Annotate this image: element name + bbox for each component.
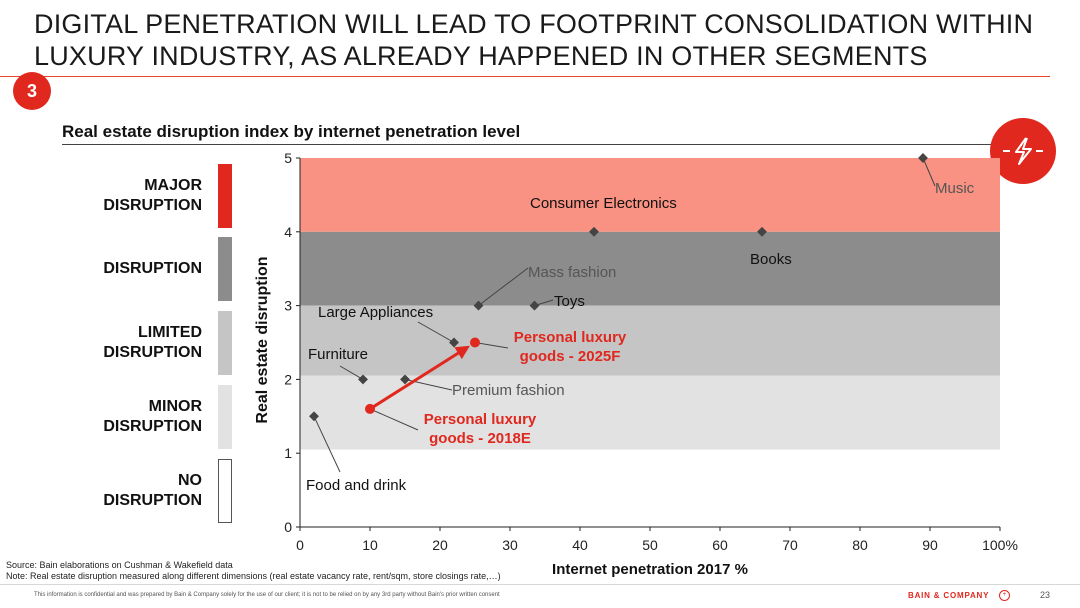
data-label: Premium fashion — [452, 382, 565, 399]
page-title: DIGITAL PENETRATION WILL LEAD TO FOOTPRI… — [34, 9, 1034, 71]
highlight-label-line: goods - 2025F — [520, 348, 621, 365]
x-tick-label: 10 — [362, 537, 378, 553]
disruption-lightning-icon — [990, 118, 1056, 184]
footer-divider — [0, 584, 1080, 585]
data-point — [449, 337, 459, 348]
brand-name: BAIN & COMPANY — [908, 591, 990, 600]
leader-line — [478, 267, 529, 306]
data-label: Food and drink — [306, 477, 407, 494]
data-label: Toys — [554, 293, 585, 310]
data-label: Books — [750, 251, 792, 268]
highlight-point — [470, 337, 480, 348]
legend-label: DISRUPTION — [103, 260, 202, 277]
highlight-label: Personal luxury goods - 2018E — [424, 411, 537, 447]
legend-item-limited: LIMITED DISRUPTION — [60, 311, 232, 375]
y-axis-label: Real estate disruption — [254, 256, 271, 423]
y-tick-label: 2 — [284, 371, 292, 387]
data-label: Music — [935, 180, 975, 197]
legend-swatch — [218, 385, 232, 449]
data-label: Consumer Electronics — [530, 195, 677, 212]
trend-arrow-head — [454, 345, 470, 360]
leader-line — [922, 157, 936, 187]
y-tick-label: 0 — [284, 519, 292, 535]
x-tick-label: 80 — [852, 537, 868, 553]
data-point — [309, 411, 319, 422]
x-tick-label: 20 — [432, 537, 448, 553]
x-tick-label: 70 — [782, 537, 798, 553]
chart-title: Real estate disruption index by internet… — [62, 122, 521, 141]
trend-arrow-line — [369, 348, 464, 411]
section-number-badge: 3 — [13, 72, 51, 110]
chart-axes: 0 10 20 30 40 50 60 70 80 90 100% 0 1 2 3 4 5 Internet pe… — [254, 150, 1018, 578]
y-tick-label: 3 — [284, 298, 292, 314]
highlight-point — [365, 403, 375, 414]
x-axis-label: Internet penetration 2017 % — [552, 561, 748, 578]
legend-swatch — [218, 311, 232, 375]
legend-item-disruption: DISRUPTION — [60, 237, 232, 301]
x-tick-label: 100% — [982, 537, 1018, 553]
y-tick-label: 4 — [284, 224, 292, 240]
legend-label: MINOR DISRUPTION — [103, 398, 202, 435]
leader-line — [474, 342, 509, 349]
disruption-bands — [300, 158, 1000, 450]
footer-notes: Source: Bain elaborations on Cushman & W… — [6, 560, 501, 582]
x-tick-label: 40 — [572, 537, 588, 553]
page-number: 23 — [1040, 590, 1051, 600]
x-tick-label: 90 — [922, 537, 938, 553]
methodology-note: Note: Real estate disruption measured al… — [6, 571, 501, 581]
legend-item-none: NO DISRUPTION — [60, 459, 232, 523]
legend-swatch — [218, 237, 232, 301]
leader-line — [369, 408, 419, 431]
y-tick-label: 5 — [284, 150, 292, 166]
leader-line — [417, 321, 455, 343]
legend-swatch — [218, 164, 232, 228]
data-point — [529, 300, 540, 311]
highlight-label: Personal luxury goods - 2025F — [514, 329, 627, 365]
x-tick-label: 60 — [712, 537, 728, 553]
legend-swatch — [218, 459, 232, 523]
data-point — [918, 153, 928, 163]
data-label: Furniture — [308, 346, 368, 363]
y-tick-label: 1 — [284, 445, 292, 461]
chart-marks: Music Consumer Electronics Books Mass fashi… — [306, 153, 975, 494]
data-point — [589, 226, 599, 237]
disruption-band — [300, 375, 1000, 450]
highlight-label-line: goods - 2018E — [429, 430, 531, 447]
legend-item-minor: MINOR DISRUPTION — [60, 385, 232, 449]
legend-label: MAJOR DISRUPTION — [103, 177, 202, 214]
x-tick-label: 0 — [296, 537, 304, 553]
disruption-band — [300, 158, 1000, 232]
x-tick-label: 50 — [642, 537, 658, 553]
data-point — [358, 374, 368, 385]
data-point — [757, 226, 767, 237]
data-point — [473, 300, 484, 311]
disruption-band — [300, 231, 1000, 306]
highlight-label-line: Personal luxury — [514, 329, 627, 346]
leader-line — [313, 416, 341, 473]
chart-title-divider — [62, 144, 1002, 145]
highlight-label-line: Personal luxury — [424, 411, 537, 428]
data-label: Large Appliances — [318, 304, 433, 321]
data-point — [400, 374, 410, 385]
disruption-band — [300, 305, 1000, 376]
x-tick-label: 30 — [502, 537, 518, 553]
legend-label: LIMITED DISRUPTION — [103, 324, 202, 361]
data-label: Mass fashion — [528, 264, 616, 281]
legend-item-major: MAJOR DISRUPTION — [60, 164, 232, 228]
brand-logo-icon: + — [999, 590, 1010, 601]
title-divider — [0, 76, 1050, 77]
legend-label: NO DISRUPTION — [103, 472, 202, 509]
leader-line — [339, 365, 364, 380]
confidentiality-notice: This information is confidential and was… — [34, 592, 500, 598]
source-note: Source: Bain elaborations on Cushman & W… — [6, 560, 233, 570]
